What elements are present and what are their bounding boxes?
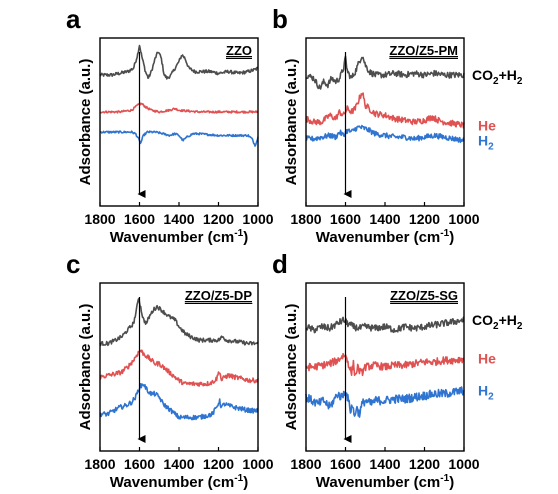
plot-frame — [99, 282, 259, 452]
x-tick-label: 1600 — [124, 211, 155, 227]
panel-b: b 1800 1600 1400 1200 1000 ZZO/Z5-PM Wavenumber… — [272, 4, 523, 246]
x-axis-label: Wavenumber (cm-1) — [316, 228, 454, 246]
series-line-co2h2 — [305, 316, 465, 334]
plot-frame — [99, 37, 259, 207]
legend-label-h2: H2 — [478, 132, 494, 152]
legend-label-he: He — [478, 351, 496, 367]
legend-label-co2h2: CO2+H2 — [472, 312, 523, 332]
x-tick-label: 1400 — [163, 211, 194, 227]
y-axis-label: Adsorbance (a.u.) — [77, 59, 94, 186]
legend-label-h2: H2 — [478, 383, 494, 403]
panel-c: c 1800 1600 1400 1200 1000 ZZO/Z5-DP Wavenumber… — [66, 249, 274, 491]
legend-label-co2h2: CO2+H2 — [472, 67, 523, 87]
x-tick-label: 1800 — [290, 211, 321, 227]
panel-title: ZZO — [226, 43, 252, 58]
x-tick-label: 1000 — [448, 456, 479, 472]
x-axis-label: Wavenumber (cm-1) — [110, 228, 248, 246]
series-line-he — [305, 92, 465, 129]
x-axis-label: Wavenumber (cm-1) — [316, 473, 454, 491]
y-axis-label: Adsorbance (a.u.) — [283, 59, 300, 186]
panel-letter: a — [66, 4, 81, 34]
x-tick-label: 1000 — [242, 211, 273, 227]
legend-label-he: He — [478, 117, 496, 133]
x-tick-label: 1400 — [163, 456, 194, 472]
x-tick-label: 1600 — [124, 456, 155, 472]
panel-letter: b — [272, 4, 288, 34]
panel-letter: d — [272, 249, 288, 279]
x-tick-label: 1800 — [84, 211, 115, 227]
x-tick-label: 1200 — [203, 211, 234, 227]
series-line-he — [99, 102, 259, 114]
x-tick-label: 1400 — [369, 211, 400, 227]
panel-title: ZZO/Z5-SG — [390, 288, 458, 303]
x-tick-label: 1200 — [203, 456, 234, 472]
series-line-he — [305, 352, 465, 377]
panel-d: d 1800 1600 1400 1200 1000 ZZO/Z5-SG Wavenumber… — [272, 249, 523, 491]
x-tick-label: 1600 — [330, 211, 361, 227]
series-line-co2h2 — [99, 297, 259, 347]
x-axis-label: Wavenumber (cm-1) — [110, 473, 248, 491]
series-line-h2 — [99, 383, 259, 421]
x-tick-label: 1000 — [242, 456, 273, 472]
series-line-h2 — [305, 386, 465, 418]
series-line-h2 — [305, 124, 465, 144]
x-tick-label: 1200 — [409, 456, 440, 472]
series-line-co2h2 — [305, 55, 465, 90]
panel-letter: c — [66, 249, 80, 279]
x-tick-label: 1200 — [409, 211, 440, 227]
x-tick-label: 1400 — [369, 456, 400, 472]
x-tick-label: 1600 — [330, 456, 361, 472]
panel-a: a 1800 1600 1400 1200 1000 ZZO Wavenumber (cm-1… — [66, 4, 274, 246]
y-axis-label: Adsorbance (a.u.) — [77, 304, 94, 431]
series-line-he — [99, 349, 259, 387]
panel-title: ZZO/Z5-PM — [389, 43, 458, 58]
x-tick-label: 1800 — [290, 456, 321, 472]
x-tick-label: 1000 — [448, 211, 479, 227]
series-line-co2h2 — [99, 44, 259, 80]
panel-title: ZZO/Z5-DP — [185, 288, 252, 303]
x-tick-label: 1800 — [84, 456, 115, 472]
series-line-h2 — [99, 130, 259, 147]
y-axis-label: Adsorbance (a.u.) — [283, 304, 300, 431]
